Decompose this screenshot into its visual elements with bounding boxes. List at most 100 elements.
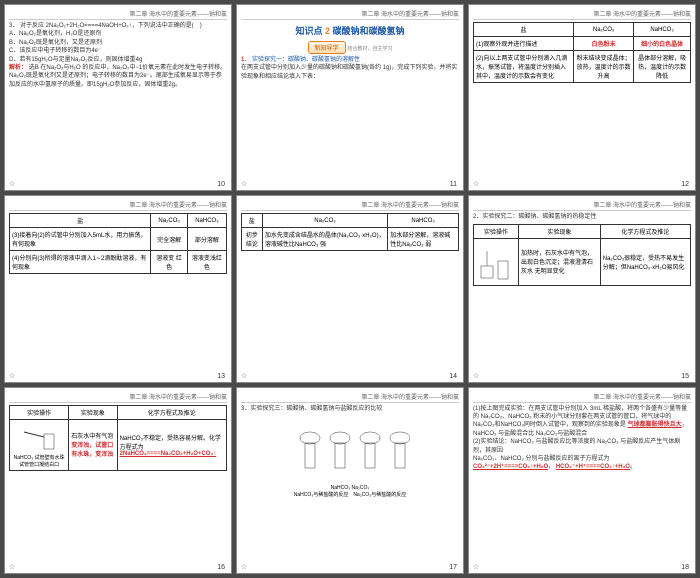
answer-text: 选B 在Na₂O₂与H₂O 的反应中，Na₂O₂中−1价氧元素在此时发生电子转移… [9,65,226,88]
formula2: HCO₃⁻+H⁺====CO₂↑+H₂O [556,464,630,470]
col-op: 实验操作 [10,405,69,419]
slide-star: ☆ [473,180,479,188]
option-c: C．该反应中电子转移的数目为4e⁻ [9,48,101,54]
line3: (2)实验结论：NaHCO₃ 与盐酸反应比等浓度的 Na₂CO₃ 与盐酸反应产生… [473,439,680,453]
slide-number: 14 [449,373,457,380]
slide-16: 第二章 海水中的重要元素——钠和氯 实验操作 实验现象 化学方程式及推论 NaH… [4,387,232,574]
title-prefix: 知识点 [295,26,322,36]
row3-na2co3: 完全溶解 [151,228,188,251]
formula1: CO₃²⁻+2H⁺====CO₂↑+H₂O [473,464,548,470]
eq-cell: NaHCO₃不稳定，受热容易分解。化学方程式为 2NaHCO₃====Na₂CO… [117,419,226,470]
title-num: 2 [325,26,330,36]
slide-12: 第二章 海水中的重要元素——钠和氯 盐 Na₂CO₃ NaHCO₃ (1)观察外… [468,4,696,191]
slide-star: ☆ [473,563,479,571]
eq-formula: 2NaHCO₃====Na₂CO₃+H₂O+CO₂↑ [120,451,217,457]
col-phenom: 实验现象 [519,224,601,238]
slide-10: 第二章 海水中的重要元素——钠和氯 3． 对于反应 2Na₂O₂+2H₂O===… [4,4,232,191]
table-16: 实验操作 实验现象 化学方程式及推论 NaHCO₃ 试管壁有水珠 试管管口凝结白… [9,405,227,471]
slide-15: 第二章 海水中的重要元素——钠和氯 2．实验探究二：碳酸钠、碳酸氢钠的热稳定性 … [468,195,696,382]
blank1: 气球都膨胀得快且大 [628,422,682,428]
table-12: 盐 Na₂CO₃ NaHCO₃ (1)观察外观并进行描述 白色粉末 细小的白色晶… [473,22,691,83]
exp-title-15: 2．实验探究二：碳酸钠、碳酸氢钠的热稳定性 [473,213,691,221]
phenom-cell: 加热时，石灰水中有气泡，出现白色沉淀；混液澄清石灰水 无明显变化 [519,238,601,285]
row4-na2co3: 溶液变 红 色 [151,251,188,274]
q-number: 3 [9,23,12,29]
exp-title-17: 3．实验探究三：碳酸钠、碳酸氢钠与盐酸反应的比较 [241,405,459,413]
box-row: 新知导学 结合教材，自主学习 [241,41,459,54]
slide-14: 第二章 海水中的重要元素——钠和氯 盐 Na₂CO₃ NaHCO₃ 初步结论 加… [236,195,464,382]
col-na2co3: Na₂CO₃ [151,214,188,228]
slide-star: ☆ [9,563,15,571]
col-nahco3: NaHCO₃ [187,214,226,228]
slide-star: ☆ [241,372,247,380]
question-block: 3． 对于反应 2Na₂O₂+2H₂O====4NaOH+O₂↑，下列说法中正确… [9,22,227,89]
slide-number: 13 [217,373,225,380]
reaction-diagram [290,423,410,483]
col-salt: 盐 [242,214,263,228]
option-b: B．Na₂O₂既是氧化剂，又是还原剂 [9,40,102,46]
row1-label: (1)观察外观并进行描述 [474,37,574,51]
slide-star: ☆ [473,372,479,380]
slide-star: ☆ [241,563,247,571]
col-salt: 盐 [474,23,574,37]
row3-nahco3: 部分溶解 [187,228,226,251]
slide-number: 17 [449,564,457,571]
col-eq: 化学方程式及推论 [117,405,226,419]
slide-18: 第二章 海水中的重要元素——钠和氯 (1)按上图完成实验：在两支试管中分别加入 … [468,387,696,574]
phenom-cell: 石灰水中有气泡 变浑浊，试管口有水珠，变浑浊 [69,419,117,470]
col-salt: 盐 [10,214,151,228]
slide-number: 11 [450,181,457,188]
slide-star: ☆ [241,180,247,188]
answer-label: 解析： [9,65,27,71]
slide-header: 第二章 海水中的重要元素——钠和氯 [241,9,459,20]
exp-desc: 在两支试管中分别加入少量的碳酸钠和碳酸氢钠(各约 1g)，完成下列实验，并将实验… [241,65,457,79]
slide-number: 15 [681,373,689,380]
row2-nahco3: 晶体部分溶解，吸热，温度计的示数降低 [634,51,691,83]
exp-block: 1． 实验探究一：碳酸钠、碳酸氢钠的溶解性 在两支试管中分别加入少量的碳酸钠和碳… [241,56,459,81]
knowledge-title: 知识点 2 碳酸钠和碳酸氢钠 [241,24,459,37]
col-nahco3: NaHCO₃ [634,23,691,37]
slide-number: 18 [681,564,689,571]
slide-header: 第二章 海水中的重要元素——钠和氯 [473,392,691,403]
exp-title: 实验探究一：碳酸钠、碳酸氢钠的溶解性 [252,57,360,63]
row4-nahco3: 溶液变浅红色 [187,251,226,274]
col-na2co3: Na₂CO₃ [262,214,387,228]
option-d: D．若有15gH₂O与足量Na₂O₂反应，则固体增重4g [9,57,142,63]
line4: Na₂CO₃、NaHCO₃ 分别与盐酸反应的离子方程式为 [473,456,610,462]
question-text: 对于反应 2Na₂O₂+2H₂O====4NaOH+O₂↑，下列说法中正确的是(… [20,23,202,29]
slide-header: 第二章 海水中的重要元素——钠和氯 [241,200,459,211]
apparatus-icon [476,241,516,281]
row-nahco3: 加水部分溶解，溶液碱性比Na₂CO₃ 弱 [388,228,459,251]
slide-17: 第二章 海水中的重要元素——钠和氯 3．实验探究三：碳酸钠、碳酸氢钠与盐酸反应的… [236,387,464,574]
row1-na2co3: 白色粉末 [574,37,634,51]
phenom2: 变浑浊，试管口有水珠，变浑浊 [71,443,113,458]
col-eq: 化学方程式及推论 [600,224,690,238]
content-18: (1)按上图完成实验：在两支试管中分别加入 3mL 稀盐酸，将两个各盛有少量等量… [473,405,691,472]
slide-11: 第二章 海水中的重要元素——钠和氯 知识点 2 碳酸钠和碳酸氢钠 新知导学 结合… [236,4,464,191]
row2-na2co3: 粉末结块变成晶体；放热，温度计的示数 升高 [574,51,634,83]
option-a: A．Na₂O₂是氧化剂，H₂O是还原剂 [9,31,101,37]
slide-number: 10 [217,181,225,188]
row3-label: (3)接着向(2)的试管中分别加入5mL水，用力振荡，有何现象 [10,228,151,251]
table-14: 盐 Na₂CO₃ NaHCO₃ 初步结论 加水先变成含结晶水的晶体(Na₂CO₃… [241,213,459,251]
row-label: 初步结论 [242,228,263,251]
slide-header: 第二章 海水中的重要元素——钠和氯 [9,392,227,403]
slide-star: ☆ [9,180,15,188]
diagram-sub: NaHCO₃与稀盐酸的反应 Na₂CO₃与稀盐酸的反应 [241,491,459,498]
col-na2co3: Na₂CO₃ [574,23,634,37]
slide-number: 16 [217,564,225,571]
table-15: 实验操作 实验现象 化学方程式及推论 加热时，石灰水中有气泡，出现白色沉淀；混液… [473,224,691,286]
col-op: 实验操作 [474,224,519,238]
row-na2co3: 加水先变成含结晶水的晶体(Na₂CO₃·xH₂O)，溶液碱性比NaHCO₃ 强 [262,228,387,251]
apparatus-cell [474,238,519,285]
apparatus-icon-2 [19,422,59,452]
slide-grid: 第二章 海水中的重要元素——钠和氯 3． 对于反应 2Na₂O₂+2H₂O===… [0,0,700,578]
new-knowledge-box: 新知导学 [308,41,346,54]
row2-label: (2)向以上两支试管中分别滴入几滴水，振荡试管，将温度计分别插入其中，温度计的示… [474,51,574,83]
slide-header: 第二章 海水中的重要元素——钠和氯 [473,9,691,20]
table-13: 盐 Na₂CO₃ NaHCO₃ (3)接着向(2)的试管中分别加入5mL水，用力… [9,213,227,274]
slide-star: ☆ [9,372,15,380]
diagram-area: NaHCO₃ Na₂CO₃ NaHCO₃与稀盐酸的反应 Na₂CO₃与稀盐酸的反… [241,423,459,498]
row4-label: (4)分别向(3)所得的溶液中滴入1∼2滴酚酞溶液，有何现象 [10,251,151,274]
phenom: 石灰水中有气泡 [71,434,113,440]
